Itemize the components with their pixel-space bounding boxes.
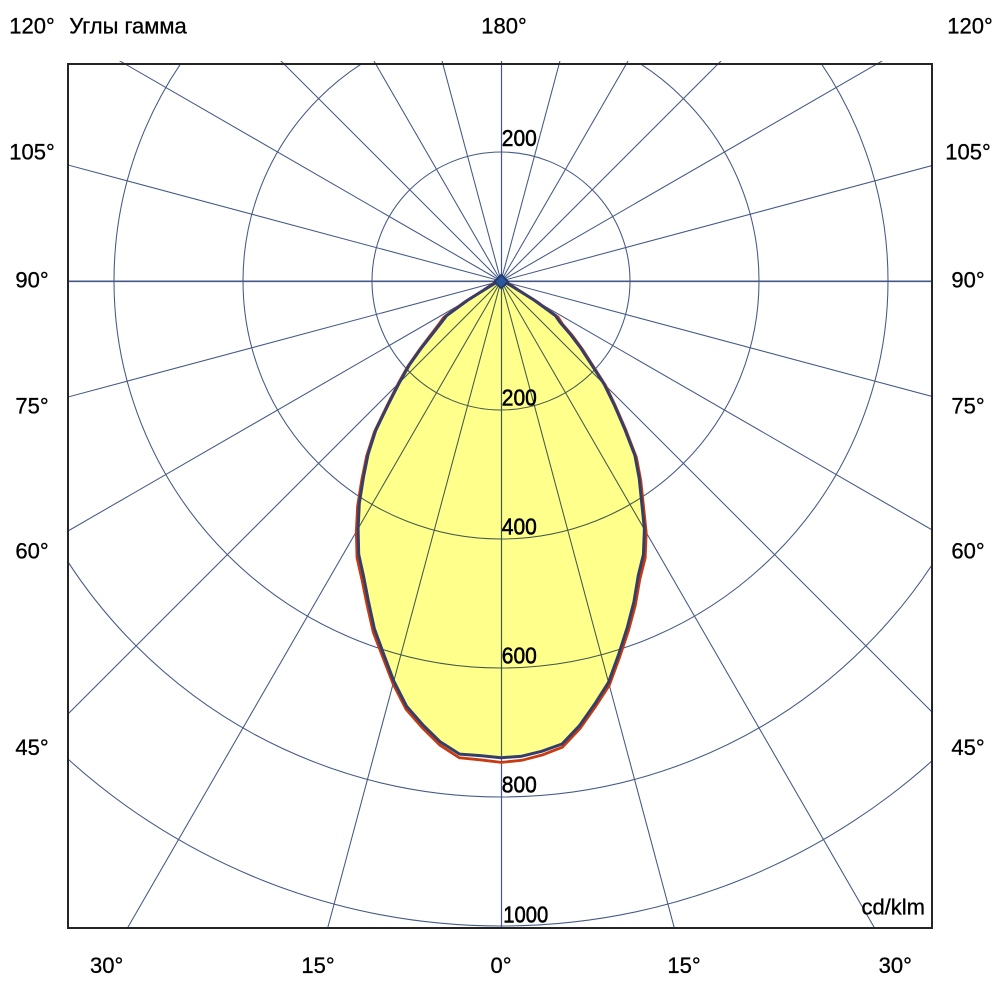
- svg-text:105°: 105°: [9, 139, 55, 164]
- svg-text:180°: 180°: [481, 14, 527, 39]
- svg-text:1000: 1000: [503, 902, 548, 928]
- svg-text:75°: 75°: [15, 394, 48, 419]
- svg-text:15°: 15°: [301, 953, 334, 978]
- svg-text:75°: 75°: [951, 394, 984, 419]
- svg-text:600: 600: [502, 643, 537, 669]
- svg-text:0°: 0°: [490, 953, 511, 978]
- svg-text:90°: 90°: [951, 268, 984, 293]
- svg-text:200: 200: [502, 125, 537, 151]
- svg-text:45°: 45°: [951, 735, 984, 760]
- svg-text:200: 200: [502, 385, 537, 411]
- svg-text:30°: 30°: [90, 953, 123, 978]
- svg-text:Углы гамма: Углы гамма: [69, 14, 187, 39]
- svg-text:90°: 90°: [15, 268, 48, 293]
- svg-text:15°: 15°: [667, 953, 700, 978]
- svg-text:800: 800: [502, 772, 537, 798]
- svg-text:400: 400: [502, 514, 537, 540]
- svg-text:120°: 120°: [947, 14, 993, 39]
- svg-text:60°: 60°: [15, 539, 48, 564]
- svg-text:cd/klm: cd/klm: [861, 895, 925, 920]
- svg-text:105°: 105°: [945, 139, 991, 164]
- svg-text:120°: 120°: [9, 14, 55, 39]
- svg-text:60°: 60°: [951, 539, 984, 564]
- svg-text:30°: 30°: [879, 953, 912, 978]
- svg-text:45°: 45°: [15, 735, 48, 760]
